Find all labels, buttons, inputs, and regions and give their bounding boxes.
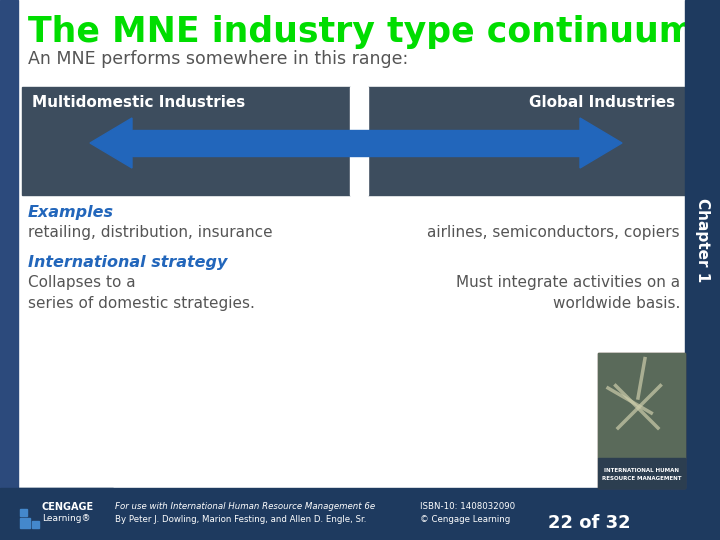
Bar — [18, 488, 113, 540]
Bar — [598, 353, 685, 488]
Text: Must integrate activities on a
worldwide basis.: Must integrate activities on a worldwide… — [456, 275, 680, 311]
Text: The MNE industry type continuum: The MNE industry type continuum — [28, 15, 695, 49]
Bar — [32, 521, 39, 528]
Bar — [20, 509, 27, 516]
Text: ISBN-10: 1408032090: ISBN-10: 1408032090 — [420, 502, 515, 511]
Bar — [0, 0, 18, 540]
Text: Multidomestic Industries: Multidomestic Industries — [32, 95, 246, 110]
Text: Global Industries: Global Industries — [529, 95, 675, 110]
Bar — [20, 518, 30, 528]
Text: International strategy: International strategy — [28, 255, 228, 270]
Bar — [685, 0, 720, 488]
Polygon shape — [90, 118, 132, 168]
Text: Collapses to a
series of domestic strategies.: Collapses to a series of domestic strate… — [28, 275, 255, 311]
Text: For use with International Human Resource Management 6e: For use with International Human Resourc… — [115, 502, 375, 511]
Text: INTERNATIONAL HUMAN: INTERNATIONAL HUMAN — [604, 468, 679, 473]
Bar — [0, 488, 720, 540]
Text: 22 of 32: 22 of 32 — [548, 514, 631, 532]
Text: An MNE performs somewhere in this range:: An MNE performs somewhere in this range: — [28, 50, 408, 68]
Text: By Peter J. Dowling, Marion Festing, and Allen D. Engle, Sr.: By Peter J. Dowling, Marion Festing, and… — [115, 515, 366, 524]
Polygon shape — [580, 118, 622, 168]
Text: RESOURCE MANAGEMENT: RESOURCE MANAGEMENT — [602, 476, 681, 481]
Bar — [132, 130, 580, 156]
Text: airlines, semiconductors, copiers: airlines, semiconductors, copiers — [428, 225, 680, 240]
Bar — [368, 87, 685, 195]
Bar — [22, 87, 350, 195]
Text: CENGAGE: CENGAGE — [42, 502, 94, 512]
Text: Examples: Examples — [28, 205, 114, 220]
Text: Chapter 1: Chapter 1 — [695, 198, 710, 282]
Text: retailing, distribution, insurance: retailing, distribution, insurance — [28, 225, 273, 240]
Bar — [598, 458, 685, 488]
Text: © Cengage Learning: © Cengage Learning — [420, 515, 510, 524]
Bar — [598, 353, 685, 458]
Text: Learning®: Learning® — [42, 514, 91, 523]
Bar — [350, 87, 368, 195]
